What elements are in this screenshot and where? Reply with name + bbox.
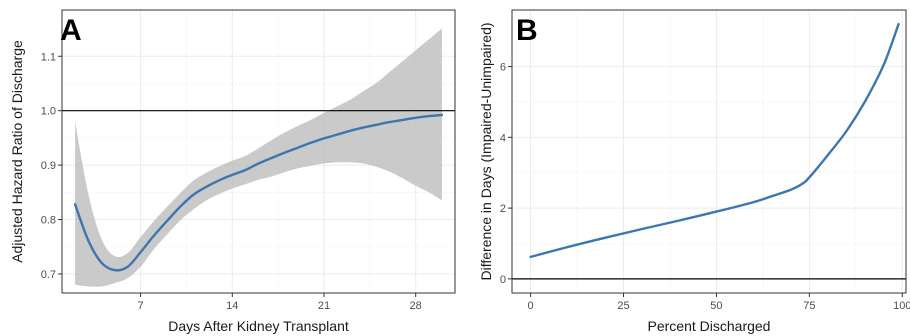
panel-b-y-tick-label: 2 <box>500 203 506 215</box>
panel-a-hazard-ratio-chart: 7 14 21 28 0.7 0.8 0.9 1.0 1.1 A Days After Kid… <box>9 9 456 334</box>
panel-a-y-tick-label: 0.9 <box>41 160 56 172</box>
panel-b-background <box>512 10 906 293</box>
panel-a-x-tick-label: 7 <box>138 300 144 312</box>
panel-b-y-axis: 0 2 4 6 <box>500 62 512 286</box>
panel-a-series-line <box>73 113 444 272</box>
panel-b-x-tick-label: 0 <box>528 300 534 312</box>
panel-b-x-tick-label: 100 <box>893 300 910 312</box>
panel-a-x-axis-title: Days After Kidney Transplant <box>168 318 349 334</box>
panel-b-difference-chart: 0 25 50 75 100 0 2 4 6 B Percent Discharged Dif… <box>478 9 910 334</box>
panel-b-border <box>511 9 907 294</box>
panel-a-x-tick-label: 28 <box>410 300 422 312</box>
panel-a-x-tick-label: 21 <box>318 300 330 312</box>
panel-b-letter: B <box>516 14 538 47</box>
panel-b-x-tick-label: 25 <box>617 300 629 312</box>
panel-b-x-tick-label: 75 <box>803 300 815 312</box>
panel-a-y-axis: 0.7 0.8 0.9 1.0 1.1 <box>41 51 62 281</box>
panel-b-x-axis: 0 25 50 75 100 <box>528 293 910 312</box>
panel-a-y-tick-label: 0.8 <box>41 215 56 227</box>
panel-b-x-axis-title: Percent Discharged <box>648 318 771 334</box>
panel-a-letter: A <box>60 14 82 47</box>
panel-b-series-line <box>529 22 900 259</box>
panel-b-y-axis-title: Difference in Days (Impaired-Unimpaired) <box>478 22 494 280</box>
panel-a-y-axis-title: Adjusted Hazard Ratio of Discharge <box>9 40 25 263</box>
panel-a-y-tick-label: 0.7 <box>41 269 56 281</box>
panel-b-y-tick-label: 6 <box>500 62 506 74</box>
panel-b-y-tick-label: 4 <box>500 132 506 144</box>
panel-a-y-tick-label: 1.0 <box>41 106 56 118</box>
panel-a-y-tick-label: 1.1 <box>41 51 56 63</box>
panel-a-x-tick-label: 14 <box>226 300 238 312</box>
panel-b-y-tick-label: 0 <box>500 274 506 286</box>
panel-a-x-axis: 7 14 21 28 <box>138 293 422 312</box>
panel-a-border <box>61 9 456 294</box>
panel-b-x-tick-label: 50 <box>710 300 722 312</box>
